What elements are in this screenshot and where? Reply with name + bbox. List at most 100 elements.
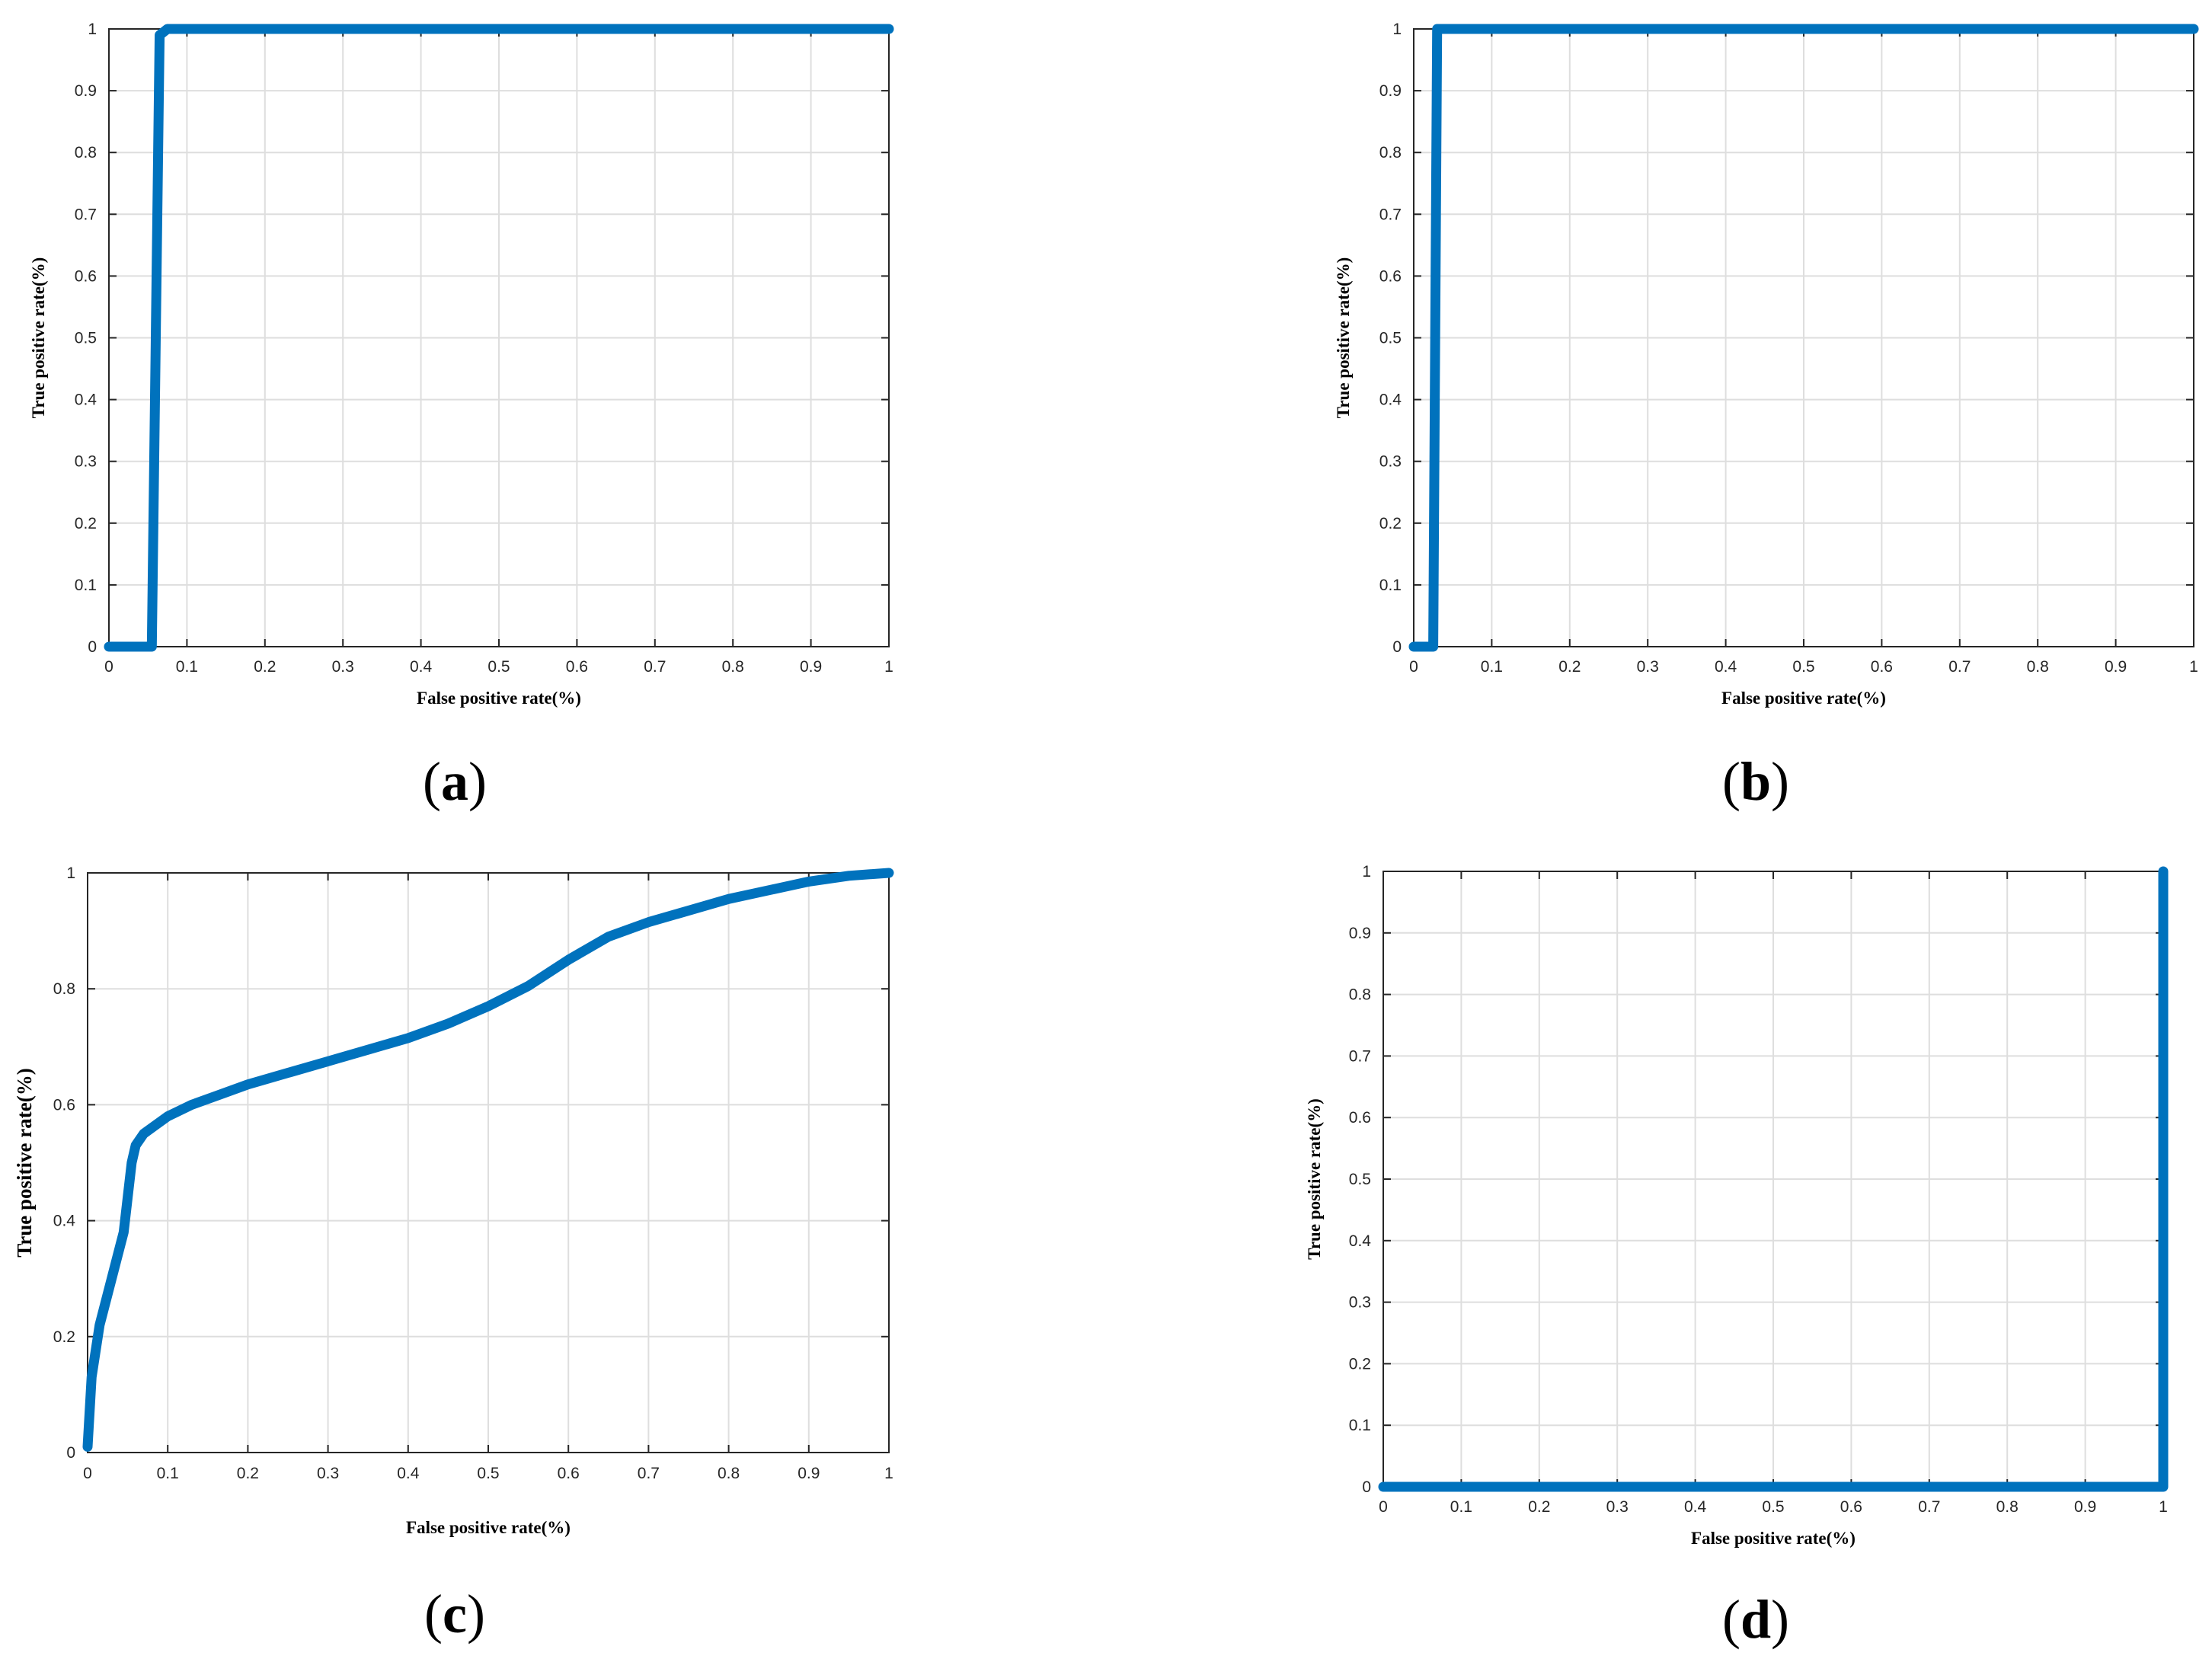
roc-curve-line bbox=[1408, 24, 2199, 652]
y-tick-label: 0.3 bbox=[75, 453, 97, 471]
panel-b: 0 0.1 0.2 0.3 0.4 0.5 0.6 0.7 0.8 0.9 1 0 0.1 0.2 0.3 0… bbox=[1334, 21, 2199, 812]
panel-caption-letter: d bbox=[1741, 1589, 1771, 1650]
x-tick-label: 0.3 bbox=[317, 1465, 339, 1482]
x-tick-label: 0.1 bbox=[176, 658, 198, 676]
panel-caption-letter: b bbox=[1741, 751, 1771, 812]
x-tick-label: 0.3 bbox=[1637, 658, 1659, 676]
y-tick-label: 0.2 bbox=[1379, 515, 1402, 532]
y-tick-label: 0.7 bbox=[1349, 1047, 1371, 1065]
y-tick-label: 1 bbox=[1362, 863, 1371, 881]
x-tick-label: 0 bbox=[1409, 658, 1418, 676]
x-tick-label: 0.6 bbox=[566, 658, 588, 676]
x-tick-label: 0.9 bbox=[798, 1465, 820, 1482]
y-tick-label: 0.6 bbox=[53, 1096, 75, 1114]
y-tick-label: 1 bbox=[88, 21, 97, 38]
x-axis-label: False positive rate(%) bbox=[1721, 689, 1886, 708]
x-tick-label: 0.3 bbox=[332, 658, 354, 676]
panel-caption-letter: c bbox=[443, 1584, 467, 1644]
roc-curve-line bbox=[82, 868, 894, 1452]
y-tick-label: 1 bbox=[66, 865, 75, 882]
x-tick-label: 0.7 bbox=[1948, 658, 1971, 676]
x-tick-label: 0.9 bbox=[2074, 1498, 2096, 1516]
x-tick-label: 0.8 bbox=[2027, 658, 2049, 676]
x-tick-label: 1 bbox=[2189, 658, 2198, 676]
y-axis-label: True positive rate(%) bbox=[1305, 1098, 1324, 1260]
roc-curve-line bbox=[1378, 866, 2169, 1492]
x-tick-label: 0.5 bbox=[1792, 658, 1814, 676]
y-tick-label: 1 bbox=[1392, 21, 1402, 38]
x-tick-label: 0.2 bbox=[254, 658, 276, 676]
panel-caption: (d) bbox=[1722, 1589, 1789, 1650]
x-tick-label: 1 bbox=[884, 1465, 893, 1482]
y-tick-label: 0.8 bbox=[75, 144, 97, 161]
x-tick-label: 0.8 bbox=[1996, 1498, 2019, 1516]
x-tick-label: 0.6 bbox=[558, 1465, 580, 1482]
x-tick-label: 0.2 bbox=[1558, 658, 1581, 676]
y-tick-label: 0.1 bbox=[75, 577, 97, 594]
panel-caption: (c) bbox=[424, 1584, 485, 1644]
panel-caption-letter: a bbox=[441, 751, 468, 812]
y-tick-label: 0.1 bbox=[1349, 1417, 1371, 1434]
x-tick-label: 0.1 bbox=[1481, 658, 1503, 676]
x-tick-label: 1 bbox=[884, 658, 893, 676]
y-axis-label: True positive rate(%) bbox=[13, 1068, 36, 1257]
y-tick-label: 0.1 bbox=[1379, 577, 1402, 594]
x-tick-label: 0.7 bbox=[638, 1465, 660, 1482]
y-tick-label: 0.6 bbox=[1379, 267, 1402, 285]
x-tick-label: 0.8 bbox=[722, 658, 744, 676]
x-tick-label: 0.2 bbox=[237, 1465, 259, 1482]
x-tick-label: 1 bbox=[2159, 1498, 2168, 1516]
y-tick-label: 0 bbox=[1392, 638, 1402, 656]
y-tick-label: 0.9 bbox=[1379, 82, 1402, 100]
x-tick-label: 0.4 bbox=[410, 658, 433, 676]
y-axis-label: True positive rate(%) bbox=[1334, 257, 1353, 419]
x-tick-label: 0.7 bbox=[644, 658, 666, 676]
y-tick-label: 0.5 bbox=[1379, 330, 1402, 347]
x-tick-label: 0.4 bbox=[1684, 1498, 1707, 1516]
y-tick-label: 0 bbox=[1362, 1478, 1371, 1496]
y-tick-label: 0.5 bbox=[75, 330, 97, 347]
y-tick-label: 0.6 bbox=[1349, 1109, 1371, 1127]
y-tick-label: 0.4 bbox=[53, 1213, 76, 1230]
y-tick-label: 0.2 bbox=[75, 515, 97, 532]
x-tick-label: 0.3 bbox=[1606, 1498, 1629, 1516]
y-tick-label: 0.9 bbox=[1349, 925, 1371, 942]
x-tick-label: 0.5 bbox=[1762, 1498, 1784, 1516]
y-tick-label: 0.4 bbox=[75, 392, 97, 409]
x-tick-label: 0.4 bbox=[1715, 658, 1737, 676]
panel-caption: (b) bbox=[1722, 751, 1789, 812]
y-tick-label: 0.4 bbox=[1349, 1232, 1372, 1250]
x-tick-label: 0.5 bbox=[487, 658, 510, 676]
y-tick-label: 0.5 bbox=[1349, 1171, 1371, 1188]
x-axis-label: False positive rate(%) bbox=[1691, 1529, 1856, 1548]
y-axis-label: True positive rate(%) bbox=[29, 257, 48, 419]
x-tick-label: 0.9 bbox=[800, 658, 822, 676]
y-tick-label: 0.6 bbox=[75, 267, 97, 285]
x-tick-label: 0.7 bbox=[1918, 1498, 1940, 1516]
x-tick-label: 0.6 bbox=[1840, 1498, 1862, 1516]
panel-d: 0 0.1 0.2 0.3 0.4 0.5 0.6 0.7 0.8 0.9 1 0 0.1 0.2 0.3 0… bbox=[1305, 863, 2169, 1650]
y-tick-label: 0 bbox=[88, 638, 97, 656]
y-tick-label: 0 bbox=[66, 1444, 75, 1462]
y-tick-label: 0.4 bbox=[1379, 392, 1402, 409]
y-tick-label: 0.7 bbox=[1379, 206, 1402, 223]
y-tick-label: 0.2 bbox=[53, 1328, 75, 1346]
y-tick-label: 0.3 bbox=[1379, 453, 1402, 471]
y-tick-label: 0.8 bbox=[53, 980, 75, 998]
x-tick-label: 0.4 bbox=[397, 1465, 420, 1482]
y-tick-label: 0.9 bbox=[75, 82, 97, 100]
x-tick-label: 0.1 bbox=[1450, 1498, 1472, 1516]
x-axis-label: False positive rate(%) bbox=[417, 689, 581, 708]
x-tick-label: 0.2 bbox=[1528, 1498, 1550, 1516]
x-tick-label: 0.8 bbox=[718, 1465, 740, 1482]
x-tick-label: 0 bbox=[1379, 1498, 1388, 1516]
x-tick-label: 0 bbox=[104, 658, 113, 676]
roc-curve-line bbox=[104, 24, 894, 652]
panel-caption: (a) bbox=[423, 751, 487, 812]
y-tick-label: 0.2 bbox=[1349, 1355, 1371, 1373]
x-tick-label: 0.1 bbox=[157, 1465, 179, 1482]
y-tick-label: 0.7 bbox=[75, 206, 97, 223]
x-tick-label: 0.9 bbox=[2105, 658, 2127, 676]
y-tick-label: 0.8 bbox=[1379, 144, 1402, 161]
